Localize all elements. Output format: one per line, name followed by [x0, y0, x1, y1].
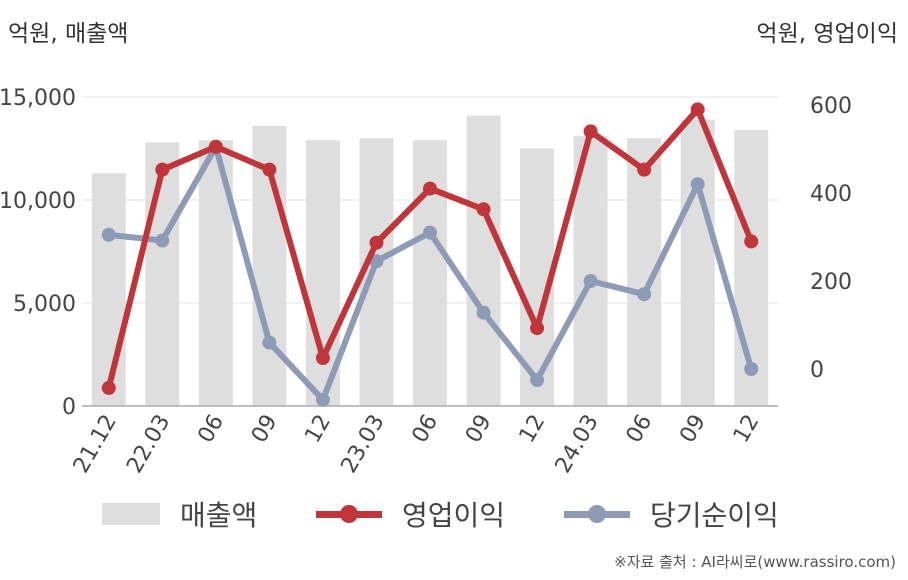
- point-net-income: [637, 287, 652, 302]
- point-operating-profit: [315, 351, 330, 365]
- bar-revenue: [145, 142, 180, 406]
- combo-chart: 0 5,000 10,000 15,000 0 200 400 600 21.12 22.03…: [0, 86, 852, 478]
- x-tick-label: 12: [300, 411, 336, 448]
- right-tick-label: 600: [810, 94, 852, 119]
- x-tick-label: 09: [247, 411, 283, 448]
- point-operating-profit: [637, 162, 652, 177]
- point-operating-profit: [369, 235, 384, 250]
- legend-label-net-income: 당기순이익: [650, 499, 779, 532]
- point-operating-profit: [262, 162, 277, 177]
- x-tick-label: 09: [675, 411, 711, 448]
- profit-lines: [101, 102, 759, 407]
- x-tick-label: 22.03: [122, 411, 175, 478]
- right-axis-ticks: 0 200 400 600: [810, 94, 852, 383]
- point-net-income: [369, 254, 384, 269]
- point-net-income: [262, 335, 277, 350]
- x-tick-label: 06: [193, 411, 229, 448]
- left-axis-unit: 억원, 매출액: [8, 21, 129, 47]
- point-net-income: [583, 274, 598, 288]
- legend-swatch-net-income: [564, 503, 630, 525]
- point-operating-profit: [208, 139, 223, 154]
- point-net-income: [744, 362, 759, 376]
- point-net-income: [315, 392, 330, 407]
- bar-revenue: [413, 140, 447, 406]
- right-tick-label: 0: [810, 358, 824, 383]
- x-tick-label: 09: [461, 411, 497, 448]
- point-operating-profit: [423, 181, 437, 196]
- left-tick-label: 15,000: [0, 86, 76, 111]
- point-net-income: [476, 305, 491, 320]
- x-tick-label: 06: [622, 411, 658, 448]
- legend-label-revenue: 매출액: [180, 499, 258, 532]
- legend-label-operating-profit: 영업이익: [402, 499, 506, 532]
- x-tick-label: 24.03: [551, 411, 604, 478]
- point-operating-profit: [530, 321, 545, 336]
- x-tick-label: 06: [408, 411, 444, 448]
- point-operating-profit: [155, 162, 170, 177]
- legend: 매출액 영업이익 당기순이익: [0, 492, 908, 536]
- x-tick-label: 23.03: [337, 411, 390, 478]
- x-tick-label: 21.12: [69, 411, 122, 478]
- x-tick-label: 12: [515, 411, 551, 448]
- x-tick-label: 12: [729, 411, 765, 448]
- source-note: ※자료 출처 : AI라씨로(www.rassiro.com): [614, 553, 896, 571]
- left-tick-label: 5,000: [13, 292, 76, 317]
- right-axis-unit: 억원, 영업이익: [756, 21, 898, 47]
- point-operating-profit: [583, 124, 598, 139]
- bar-revenue: [91, 173, 126, 406]
- point-net-income: [530, 373, 545, 387]
- left-tick-label: 0: [62, 395, 76, 420]
- legend-swatch-revenue: [102, 503, 160, 525]
- point-net-income: [155, 233, 170, 248]
- legend-swatch-operating-profit: [316, 503, 382, 525]
- point-net-income: [423, 225, 437, 240]
- legend-item-revenue: 매출액: [102, 492, 257, 536]
- right-tick-label: 400: [810, 182, 852, 207]
- point-net-income: [690, 177, 705, 192]
- point-net-income: [101, 227, 116, 242]
- point-operating-profit: [744, 234, 759, 249]
- bar-revenue: [680, 119, 715, 406]
- legend-item-operating-profit: 영업이익: [316, 492, 505, 536]
- legend-item-net-income: 당기순이익: [564, 492, 779, 536]
- left-axis-ticks: 0 5,000 10,000 15,000: [0, 86, 76, 420]
- point-operating-profit: [476, 202, 491, 217]
- point-operating-profit: [101, 380, 116, 395]
- left-tick-label: 10,000: [0, 189, 76, 214]
- bar-revenue: [466, 115, 501, 406]
- x-axis-ticks: 21.12 22.03 06 09 12 23.03 06 09 12 24.03 06 09 12: [69, 411, 765, 478]
- right-tick-label: 200: [810, 270, 852, 295]
- point-operating-profit: [690, 102, 705, 117]
